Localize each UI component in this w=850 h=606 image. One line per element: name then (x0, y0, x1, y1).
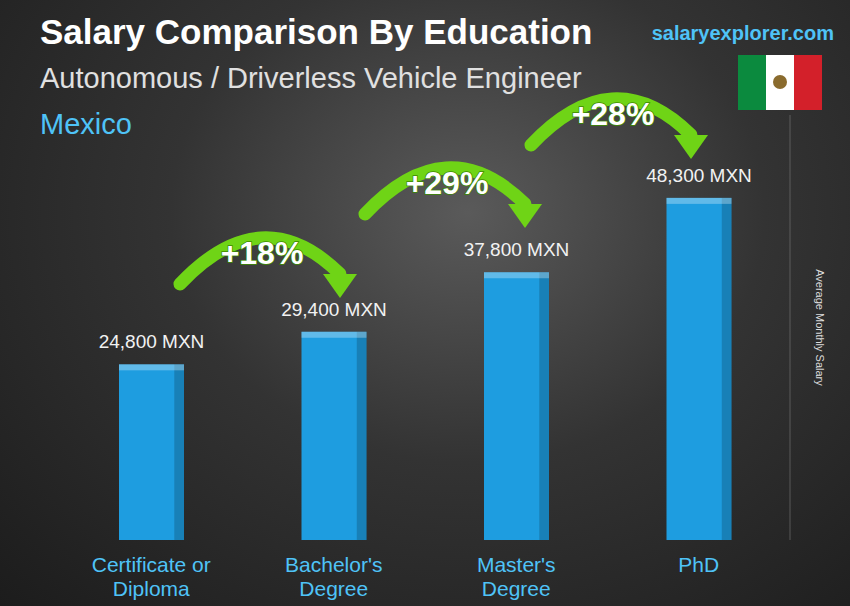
svg-text:48,300 MXN: 48,300 MXN (646, 165, 752, 186)
html-text:Salary Comparison By Education: Salary Comparison By Education (40, 12, 593, 51)
svg-text:29,400 MXN: 29,400 MXN (281, 299, 387, 320)
html-text:salaryexplorer.com: salaryexplorer.com (651, 22, 834, 44)
html-text:Mexico: Mexico (40, 108, 132, 140)
svg-text:Certificate orDiploma: Certificate orDiploma (92, 553, 211, 600)
html-text:Autonomous / Driverless Vehicl: Autonomous / Driverless Vehicle Engineer (40, 62, 582, 94)
svg-text:24,800 MXN: 24,800 MXN (99, 331, 205, 352)
svg-text:Average Monthly Salary: Average Monthly Salary (814, 269, 826, 386)
svg-text:+28%: +28% (572, 96, 655, 132)
svg-text:+29%: +29% (406, 165, 489, 201)
svg-text:PhD: PhD (678, 553, 719, 576)
svg-text:Master'sDegree: Master'sDegree (477, 553, 556, 600)
svg-text:+18%: +18% (221, 235, 304, 271)
svg-text:37,800 MXN: 37,800 MXN (464, 239, 570, 260)
svg-text:Bachelor'sDegree: Bachelor'sDegree (285, 553, 382, 600)
